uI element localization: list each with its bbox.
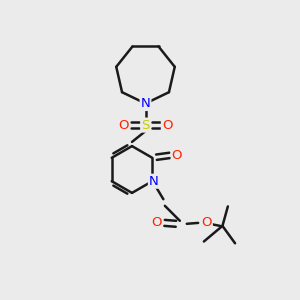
Text: O: O <box>201 216 212 230</box>
Text: S: S <box>141 118 150 132</box>
Text: O: O <box>119 118 129 132</box>
Text: N: N <box>141 97 150 110</box>
Text: O: O <box>162 118 172 132</box>
Text: N: N <box>149 175 159 188</box>
Text: O: O <box>172 149 182 162</box>
Text: O: O <box>151 216 161 230</box>
